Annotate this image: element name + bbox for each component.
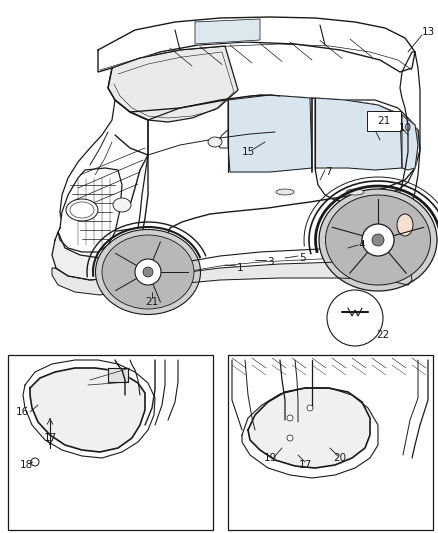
Polygon shape <box>108 368 128 382</box>
Circle shape <box>31 458 39 466</box>
Text: 22: 22 <box>376 330 390 340</box>
Ellipse shape <box>70 202 94 218</box>
Text: 15: 15 <box>241 147 254 157</box>
Polygon shape <box>52 232 125 280</box>
Ellipse shape <box>325 195 431 285</box>
Text: 7: 7 <box>325 167 331 177</box>
Circle shape <box>287 415 293 421</box>
Polygon shape <box>228 95 312 172</box>
Ellipse shape <box>66 199 98 221</box>
Polygon shape <box>60 100 148 240</box>
Polygon shape <box>392 52 420 285</box>
Bar <box>228 355 433 530</box>
Text: 17: 17 <box>43 433 57 443</box>
Text: 5: 5 <box>299 253 305 263</box>
Text: 21: 21 <box>145 297 159 307</box>
Text: 16: 16 <box>15 407 28 417</box>
Polygon shape <box>315 100 418 202</box>
Ellipse shape <box>208 137 222 147</box>
Ellipse shape <box>346 189 364 195</box>
Text: 17: 17 <box>298 460 311 470</box>
Circle shape <box>135 259 161 285</box>
Text: 19: 19 <box>263 453 277 463</box>
Polygon shape <box>248 388 370 468</box>
Polygon shape <box>195 19 260 44</box>
Text: 21: 21 <box>378 116 391 126</box>
Circle shape <box>307 405 313 411</box>
FancyBboxPatch shape <box>367 111 401 131</box>
Text: 18: 18 <box>19 460 32 470</box>
Polygon shape <box>108 46 238 122</box>
Text: 13: 13 <box>421 27 434 37</box>
Circle shape <box>327 290 383 346</box>
Polygon shape <box>52 268 128 295</box>
Circle shape <box>287 435 293 441</box>
Polygon shape <box>58 168 122 252</box>
Polygon shape <box>402 115 418 170</box>
Text: 4: 4 <box>359 240 365 250</box>
Text: 1: 1 <box>237 263 244 273</box>
Ellipse shape <box>397 214 413 236</box>
Ellipse shape <box>319 189 437 291</box>
Bar <box>8 355 213 530</box>
Ellipse shape <box>95 230 201 314</box>
Ellipse shape <box>113 198 131 212</box>
Polygon shape <box>315 98 402 170</box>
Ellipse shape <box>102 235 194 309</box>
Polygon shape <box>98 17 415 72</box>
Text: 20: 20 <box>333 453 346 463</box>
Polygon shape <box>162 262 412 285</box>
Ellipse shape <box>276 189 294 195</box>
Text: 10: 10 <box>399 123 412 133</box>
Circle shape <box>143 267 153 277</box>
Circle shape <box>362 224 394 256</box>
Polygon shape <box>30 368 145 452</box>
Circle shape <box>372 234 384 246</box>
Text: 3: 3 <box>267 257 273 267</box>
